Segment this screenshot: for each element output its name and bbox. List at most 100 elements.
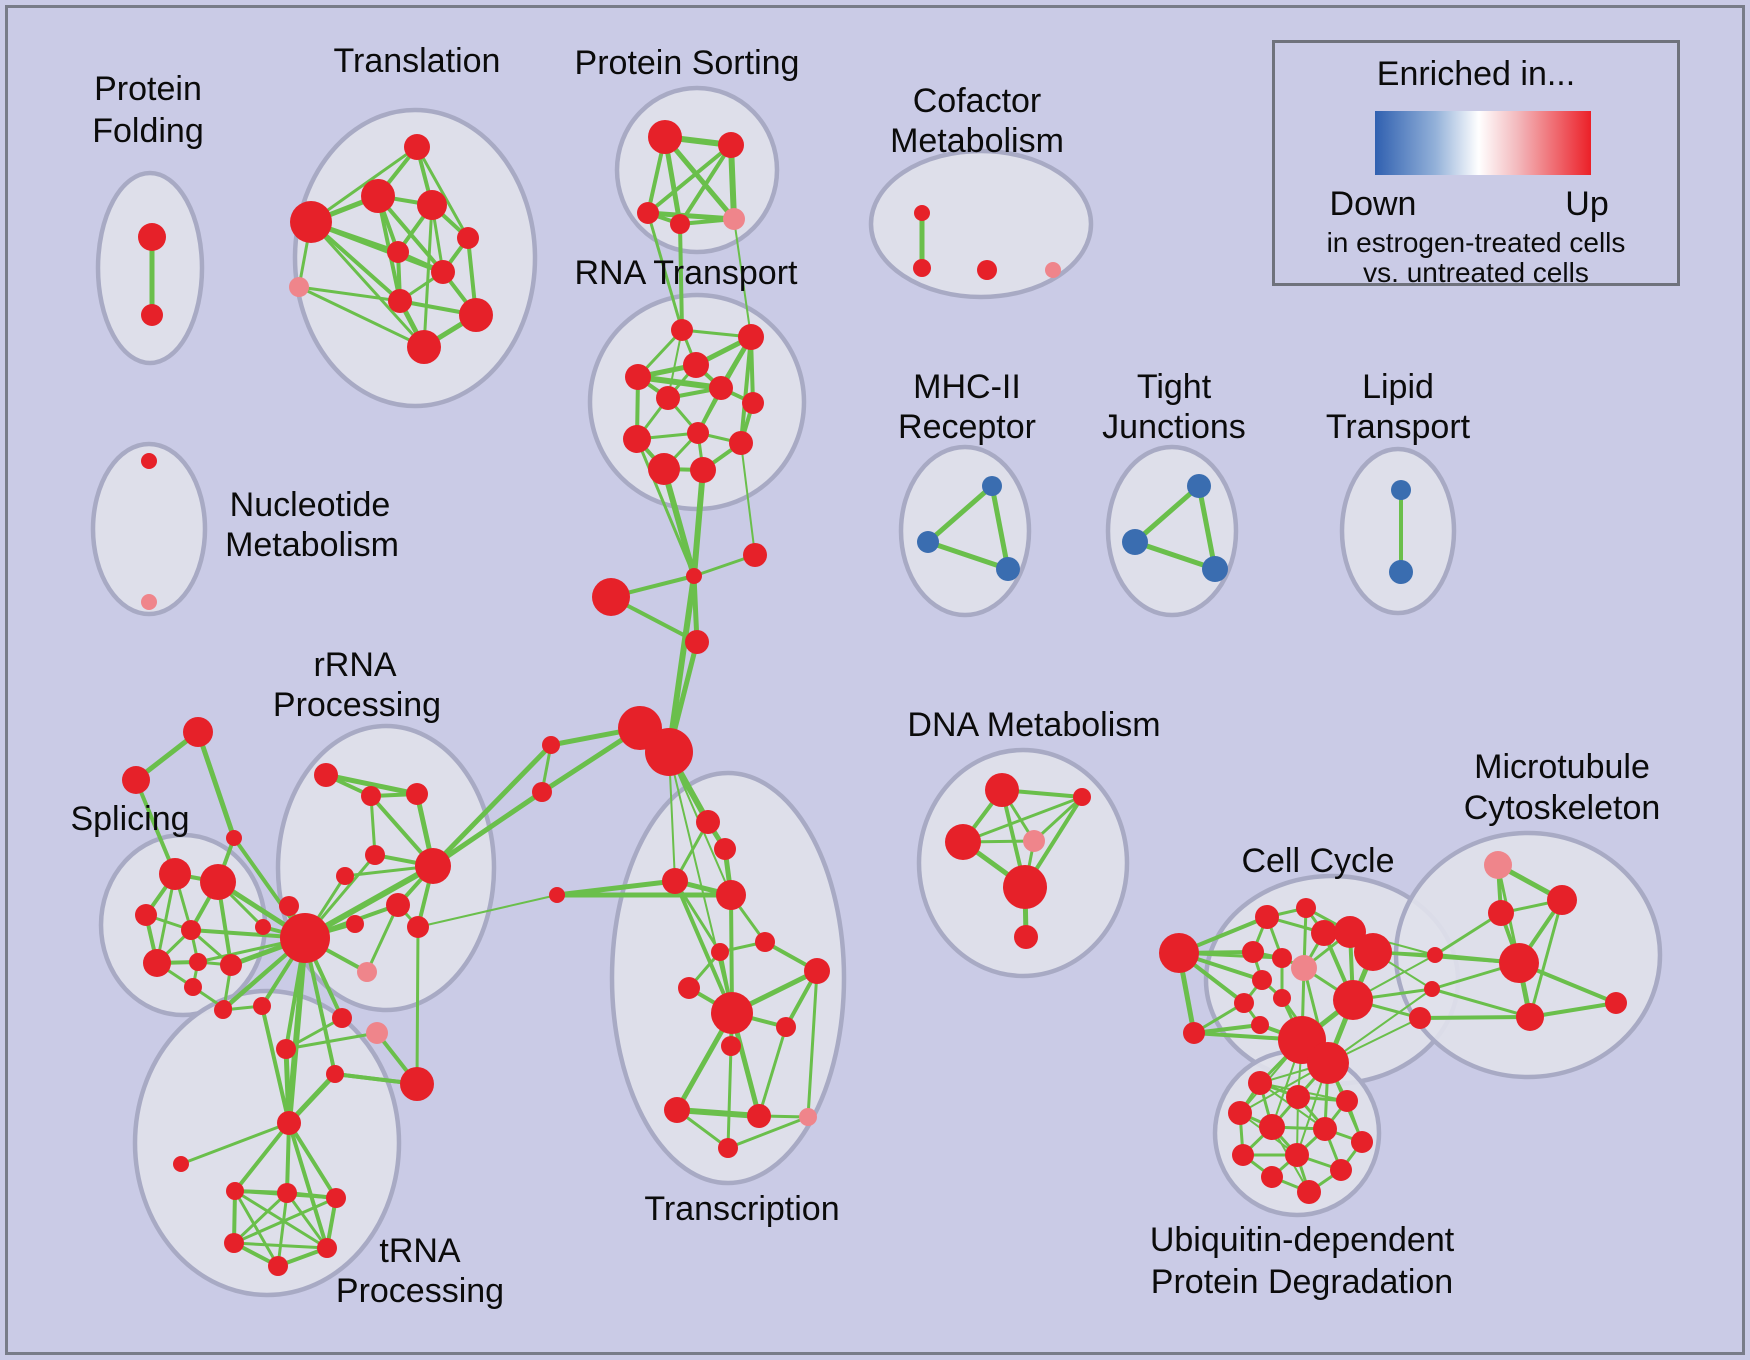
node-TN5 (317, 1238, 337, 1258)
legend-subtitle-line2: vs. untreated cells (1363, 257, 1589, 288)
node-MH2 (917, 531, 939, 553)
node-TC12 (747, 1104, 771, 1128)
cluster-label-rna-transport-line1: RNA Transport (575, 254, 799, 292)
edge-PS2-PS3 (646, 143, 733, 215)
node-RRh (415, 848, 451, 884)
edge-PS1-PS5 (662, 134, 737, 222)
node-MT6 (1424, 981, 1440, 997)
node-TG3 (1202, 556, 1228, 582)
cluster-label-splicing-line1: Splicing (70, 800, 189, 838)
cluster-label-rrna-processing-line1: rRNA (313, 646, 396, 684)
cluster-label-trna-processing-line2: Processing (336, 1272, 504, 1310)
node-CC10 (1291, 955, 1317, 981)
node-UB4 (1228, 1101, 1252, 1125)
node-SA1 (183, 717, 213, 747)
node-RR4 (365, 845, 385, 865)
cluster-label-mhc-ii-receptor-line1: MHC-II (913, 368, 1021, 406)
edge-MH2-MH3 (925, 539, 1011, 572)
edge-RT10-M2 (740, 442, 756, 556)
edge-TN2-TN6 (276, 1191, 289, 1268)
node-TN4 (224, 1233, 244, 1253)
node-RT2 (738, 324, 764, 350)
cluster-label-cofactor-metabolism-line2: Metabolism (890, 122, 1064, 160)
node-RR6 (386, 893, 410, 917)
node-CC7 (1354, 933, 1392, 971)
node-B3 (214, 1001, 232, 1019)
edge-T8-T9 (297, 285, 402, 303)
node-RT9 (687, 422, 709, 444)
cluster-label-protein-sorting-line1: Protein Sorting (575, 44, 800, 82)
edge-T1-T5 (415, 145, 470, 240)
node-T7 (431, 260, 455, 284)
node-SP5 (255, 919, 271, 935)
cluster-label-cell-cycle-line1: Cell Cycle (1241, 842, 1394, 880)
edge-B4-TJ (260, 1004, 291, 1125)
edge-TC14-TC13 (726, 1115, 810, 1150)
node-RT10 (729, 431, 753, 455)
node-SL2 (532, 782, 552, 802)
node-TCH (711, 992, 753, 1034)
cluster-label-protein-folding-line1: Protein (94, 70, 202, 108)
edge-B5-B1 (284, 1031, 379, 1051)
node-TN2 (277, 1183, 297, 1203)
legend-down-label: Down (1329, 185, 1417, 223)
node-CC2 (1183, 1022, 1205, 1044)
node-SP8 (220, 954, 242, 976)
node-RR9 (279, 896, 299, 916)
edge-RR8-TCl (417, 894, 558, 928)
node-T5 (457, 227, 479, 249)
node-CC9 (1272, 948, 1292, 968)
node-UB7 (1351, 1131, 1373, 1153)
cluster-label-lipid-transport-line2: Transport (1326, 408, 1471, 446)
edge-B7-RR6 (365, 903, 400, 974)
node-HUB2 (645, 728, 693, 776)
edge-MT4-MT7 (1418, 1015, 1532, 1020)
cluster-label-tight-junctions-line1: Tight (1137, 368, 1212, 406)
edge-T8-T11 (297, 285, 426, 349)
node-MT2 (1488, 900, 1514, 926)
node-MH1 (982, 476, 1002, 496)
edge-RT2-RT10 (739, 335, 753, 445)
node-TJ (277, 1111, 301, 1135)
node-TC10 (721, 1036, 741, 1056)
node-SP4 (181, 920, 201, 940)
node-MT5 (1427, 947, 1443, 963)
node-TG1 (1187, 474, 1211, 498)
edge-TC9-TC12 (757, 1025, 788, 1118)
edge-TN4-TN5 (232, 1241, 329, 1250)
node-CC3 (1255, 905, 1279, 929)
node-PS2 (718, 132, 744, 158)
node-RR8 (407, 916, 429, 938)
edge-TG1-TG3 (1196, 483, 1218, 572)
edge-TC11-TC12 (674, 1107, 762, 1119)
node-MT7 (1516, 1003, 1544, 1031)
node-RR1 (314, 763, 338, 787)
node-CF3 (977, 260, 997, 280)
edge-RT12-J1 (691, 467, 706, 579)
node-T4 (417, 190, 447, 220)
edge-T4-T11 (422, 203, 434, 349)
edge-CH-TJ (286, 935, 308, 1126)
node-SA3 (226, 830, 242, 846)
node-TC13 (799, 1108, 817, 1126)
node-B4 (253, 997, 271, 1015)
node-RR2 (361, 786, 381, 806)
cluster-label-nucleotide-metabolism-line2: Metabolism (225, 526, 399, 564)
cluster-label-dna-metabolism-line1: DNA Metabolism (907, 706, 1160, 744)
node-SP6 (143, 949, 171, 977)
edge-PS3-RT1 (646, 211, 684, 332)
edge-PS2-PS4 (678, 143, 733, 226)
cluster-label-ubiquitin-degradation-line1: Ubiquitin-dependent (1150, 1221, 1455, 1259)
cluster-ellipse-mhc-ii-receptor (898, 444, 1032, 618)
node-TN3 (326, 1188, 346, 1208)
node-TC3 (662, 868, 688, 894)
node-TG2 (1122, 529, 1148, 555)
node-DM4 (1023, 830, 1045, 852)
node-PS3 (637, 202, 659, 224)
node-CC14 (1251, 1016, 1269, 1034)
node-UB10 (1330, 1159, 1352, 1181)
edge-MT6-MT7 (1430, 987, 1532, 1019)
node-LP1 (1391, 480, 1411, 500)
node-RR5 (336, 867, 354, 885)
node-CC6 (1334, 916, 1366, 948)
